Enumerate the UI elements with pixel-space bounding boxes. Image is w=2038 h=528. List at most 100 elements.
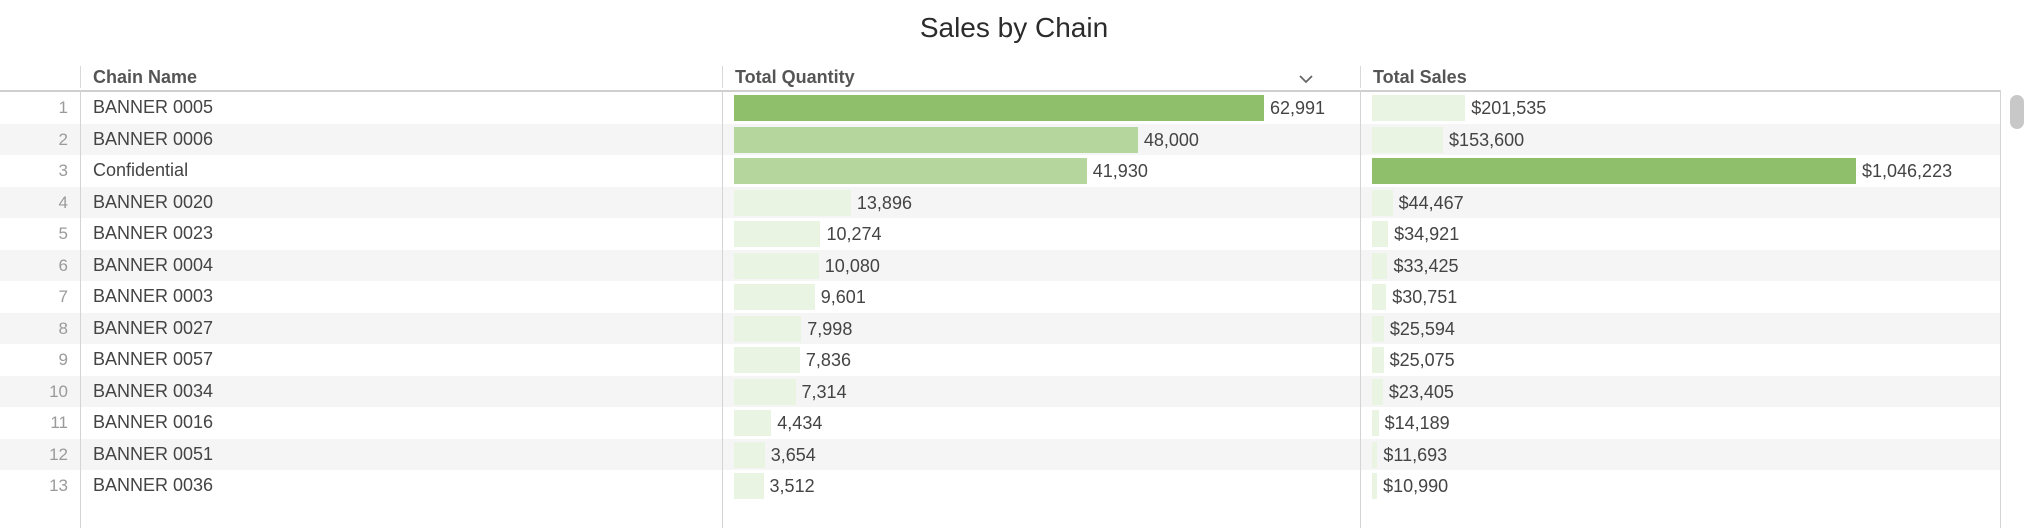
sales-value: $11,693 [1383,444,1448,465]
sales-bar [1372,441,1378,468]
sales-bar [1372,221,1389,247]
page-title: Sales by Chain [919,12,1109,43]
sales-bar [1372,95,1466,121]
chain-name-cell: BANNER 0036 [93,475,214,495]
row-number: 13 [49,476,68,495]
chain-name-cell: BANNER 0003 [93,286,214,306]
table-row[interactable]: 4 BANNER 0020 13,896 $44,467 [0,186,2000,218]
column-divider [1360,90,1361,528]
table-row[interactable]: 6 BANNER 0004 10,080 $33,425 [0,249,2000,281]
quantity-value: 4,434 [777,413,823,433]
quantity-bar [734,284,815,310]
chain-name-cell: BANNER 0004 [93,254,214,275]
sales-bar [1372,473,1378,499]
row-number: 12 [49,444,68,464]
table-row[interactable]: 2 BANNER 0006 48,000 $153,600 [0,123,2000,155]
quantity-value: 7,314 [801,381,847,402]
row-number: 10 [49,381,68,401]
chain-name-cell: BANNER 0006 [93,128,214,149]
quantity-bar [734,347,800,373]
sales-value: $25,594 [1389,318,1455,339]
sales-value: $14,189 [1384,413,1450,433]
table-row[interactable]: 10 BANNER 0034 7,314 $23,405 [0,375,2000,407]
quantity-value: 41,930 [1092,161,1148,181]
sales-value: $34,921 [1394,224,1460,244]
sales-bar [1372,158,1856,184]
table-row[interactable]: 9 BANNER 0057 7,836 $25,075 [0,344,2000,376]
quantity-bar [734,158,1087,184]
chain-name-cell: BANNER 0016 [93,412,214,432]
column-divider [2000,90,2001,528]
row-number: 4 [58,192,68,212]
column-header-total-quantity[interactable]: Total Quantity [722,66,1360,88]
sales-value: $153,600 [1449,129,1525,150]
row-number: 5 [58,224,68,243]
quantity-bar [734,441,765,468]
sales-value: $44,467 [1398,192,1464,213]
row-number: 3 [58,161,68,180]
table-row[interactable]: 13 BANNER 0036 3,512 $10,990 [0,470,2000,502]
column-header-total-sales[interactable]: Total Sales [1360,66,2000,88]
chevron-down-icon[interactable] [1297,70,1315,88]
sales-bar [1372,189,1393,216]
row-number: 6 [58,255,68,275]
quantity-value: 9,601 [820,287,866,307]
chain-name-cell: BANNER 0005 [93,97,214,117]
chain-name-cell: BANNER 0027 [93,317,214,338]
quantity-bar [734,315,802,342]
chain-name-cell: BANNER 0051 [93,443,214,464]
sales-value: $23,405 [1388,381,1454,402]
sales-bar [1372,315,1384,342]
quantity-value: 10,080 [824,255,880,276]
table-row[interactable]: 7 BANNER 0003 9,601 $30,751 [0,281,2000,313]
quantity-bar [734,126,1138,153]
chain-name-cell: BANNER 0034 [93,380,214,401]
quantity-value: 10,274 [826,224,882,244]
table-row[interactable]: 11 BANNER 0016 4,434 $14,189 [0,407,2000,439]
quantity-bar [734,221,821,247]
quantity-value: 3,654 [770,444,816,465]
sales-value: $25,075 [1389,350,1455,370]
column-header-chain-name[interactable]: Chain Name [80,66,722,88]
sales-value: $10,990 [1383,476,1449,496]
quantity-bar [734,189,851,216]
row-number: 9 [58,350,68,369]
sales-bar [1372,347,1384,373]
quantity-bar [734,410,772,436]
chain-name-cell: Confidential [93,160,189,180]
sales-bar [1372,284,1387,310]
quantity-value: 7,836 [805,350,851,370]
quantity-bar [734,473,764,499]
scrollbar-thumb[interactable] [2010,95,2024,129]
quantity-value: 3,512 [769,476,815,496]
sales-value: $201,535 [1471,98,1547,118]
quantity-value: 7,998 [807,318,853,339]
vertical-scrollbar[interactable] [2006,92,2024,502]
quantity-value: 62,991 [1270,98,1326,118]
row-number: 11 [50,413,68,432]
chain-name-cell: BANNER 0023 [93,223,214,243]
chain-name-cell: BANNER 0057 [93,349,214,369]
table-row[interactable]: 3 Confidential 41,930 $1,046,223 [0,155,2000,187]
chain-name-cell: BANNER 0020 [93,191,214,212]
quantity-bar [734,95,1264,121]
quantity-bar [734,252,819,279]
sales-value: $1,046,223 [1862,161,1953,181]
quantity-value: 48,000 [1143,129,1199,150]
row-number: 1 [58,98,68,117]
table-row[interactable]: 5 BANNER 0023 10,274 $34,921 [0,218,2000,250]
table-row[interactable]: 1 BANNER 0005 62,991 $201,535 [0,92,2000,124]
sales-value: $30,751 [1392,287,1458,307]
quantity-bar [734,378,796,405]
sales-value: $33,425 [1393,255,1459,276]
quantity-value: 13,896 [856,192,912,213]
sales-bar [1372,126,1444,153]
sales-bar [1372,252,1388,279]
sales-bar [1372,378,1383,405]
row-number: 8 [58,318,68,338]
column-divider [80,90,81,528]
column-divider [722,90,723,528]
table-row[interactable]: 12 BANNER 0051 3,654 $11,693 [0,438,2000,470]
table-row[interactable]: 8 BANNER 0027 7,998 $25,594 [0,312,2000,344]
table-header: Chain Name Total Quantity Total Sales [0,58,2000,92]
